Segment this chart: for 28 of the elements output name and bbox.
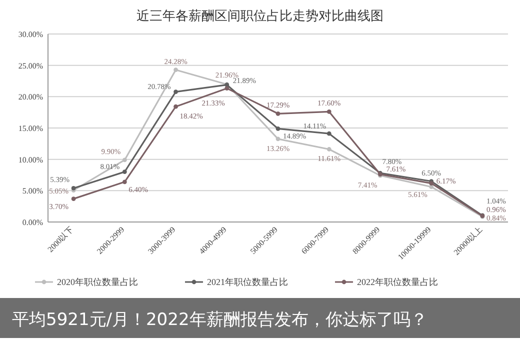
point	[276, 126, 280, 131]
point	[174, 90, 178, 94]
text: 平均5921元/月！2022年薪酬报告发布，你达标了吗？	[12, 310, 428, 330]
point	[326, 147, 332, 152]
point	[326, 131, 332, 136]
y-tick-label: 10.00%	[18, 155, 44, 164]
point	[122, 170, 127, 174]
legend-label: 2022年职位数量占比	[357, 277, 438, 287]
point	[71, 186, 76, 190]
chart-title: 近三年各薪酬区间职位占比走势对比曲线图	[136, 8, 384, 23]
point	[326, 110, 332, 114]
y-tick-label: 0.00%	[22, 218, 44, 227]
y-tick-label: 25.00%	[18, 61, 44, 70]
point	[276, 136, 280, 142]
point	[429, 181, 434, 186]
point	[122, 158, 127, 162]
point	[174, 104, 178, 109]
point	[122, 180, 127, 184]
point	[276, 111, 280, 116]
y-tick-label: 5.00%	[22, 186, 44, 196]
legend-label: 2020年职位数量占比	[57, 277, 138, 287]
point	[224, 86, 230, 91]
y-tick-label: 20.00%	[18, 92, 44, 102]
point	[71, 196, 76, 202]
y-tick-label: 15.00%	[18, 124, 44, 133]
y-tick-label: 30.00%	[18, 30, 44, 39]
point	[174, 68, 178, 72]
legend-label: 2021年职位数量占比	[207, 277, 288, 287]
